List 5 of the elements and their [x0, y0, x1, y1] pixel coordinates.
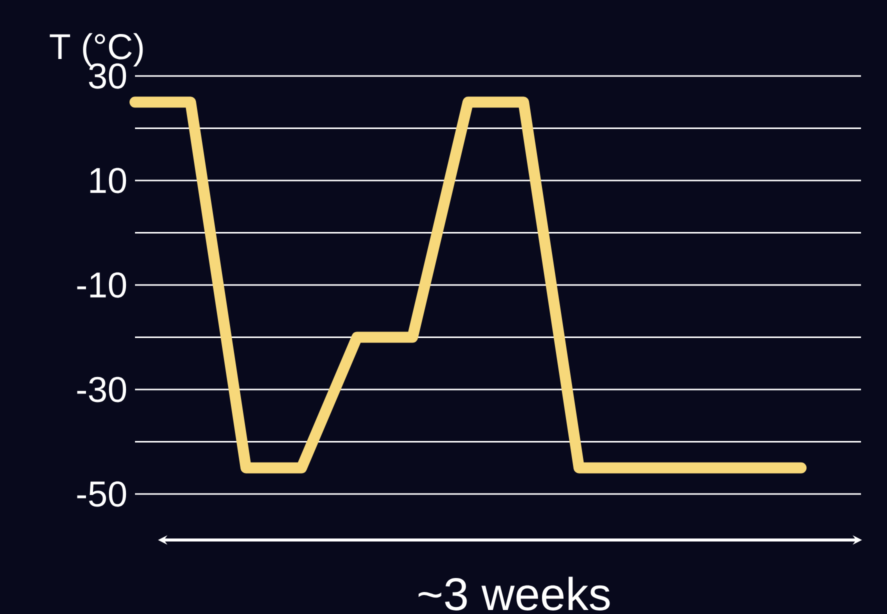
- y-tick-label: -50: [77, 481, 126, 507]
- y-tick-label: 10: [90, 168, 126, 194]
- text: ~3 weeks: [418, 576, 610, 610]
- y-tick-label: -30: [77, 376, 126, 402]
- y-tick-label: -10: [77, 272, 126, 298]
